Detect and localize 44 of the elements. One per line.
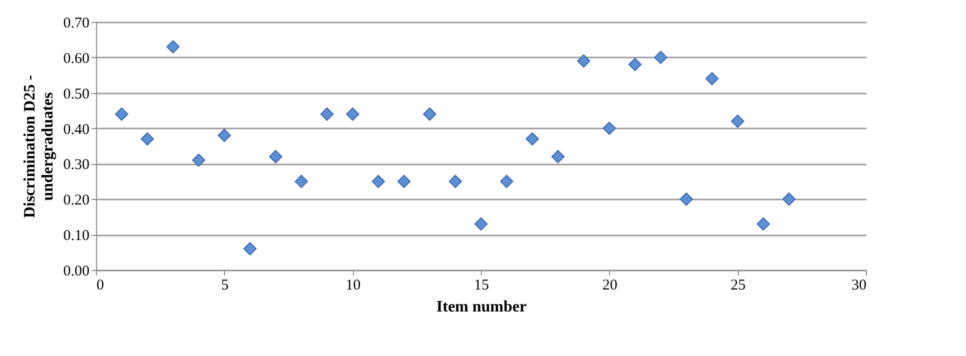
x-tick-label: 20 xyxy=(602,278,618,294)
point xyxy=(218,128,231,142)
point xyxy=(269,150,282,164)
point xyxy=(628,58,642,72)
x-tick-label: 5 xyxy=(221,278,229,294)
point xyxy=(474,217,488,231)
point xyxy=(320,107,334,121)
y-axis-title: Discrimination D25 - undergraduates xyxy=(21,74,56,218)
point xyxy=(782,192,796,206)
x-tick-label: 10 xyxy=(346,278,361,294)
point xyxy=(448,174,462,188)
x-tick-label: 0 xyxy=(96,278,104,294)
point xyxy=(577,54,590,68)
point xyxy=(372,174,385,188)
x-tick-label: 30 xyxy=(852,278,866,294)
point xyxy=(192,154,206,167)
point xyxy=(397,174,411,188)
point xyxy=(243,242,257,256)
point xyxy=(346,107,360,121)
y-tick-label: 0.70 xyxy=(63,16,90,32)
y-tick-label: 0.00 xyxy=(63,264,90,280)
point xyxy=(526,132,539,146)
y-tick-label: 0.60 xyxy=(63,50,90,67)
x-axis-title: Item number xyxy=(436,298,527,316)
point xyxy=(602,122,616,135)
point xyxy=(140,132,154,146)
y-tick-label: 0.50 xyxy=(63,86,90,102)
x-tick-label: 25 xyxy=(730,278,746,294)
point xyxy=(680,192,693,206)
point xyxy=(294,174,308,188)
point xyxy=(423,107,436,121)
point xyxy=(654,50,668,64)
point xyxy=(705,72,719,86)
point xyxy=(551,150,565,164)
point xyxy=(115,107,128,121)
x-tick-label: 15 xyxy=(474,278,489,294)
point xyxy=(500,174,514,188)
y-tick-label: 0.40 xyxy=(63,122,90,138)
y-tick-label: 0.30 xyxy=(63,157,90,174)
point xyxy=(756,217,770,231)
point xyxy=(731,114,744,128)
y-tick-label: 0.20 xyxy=(63,192,90,209)
point xyxy=(166,40,180,54)
y-tick-label: 0.10 xyxy=(63,228,90,244)
